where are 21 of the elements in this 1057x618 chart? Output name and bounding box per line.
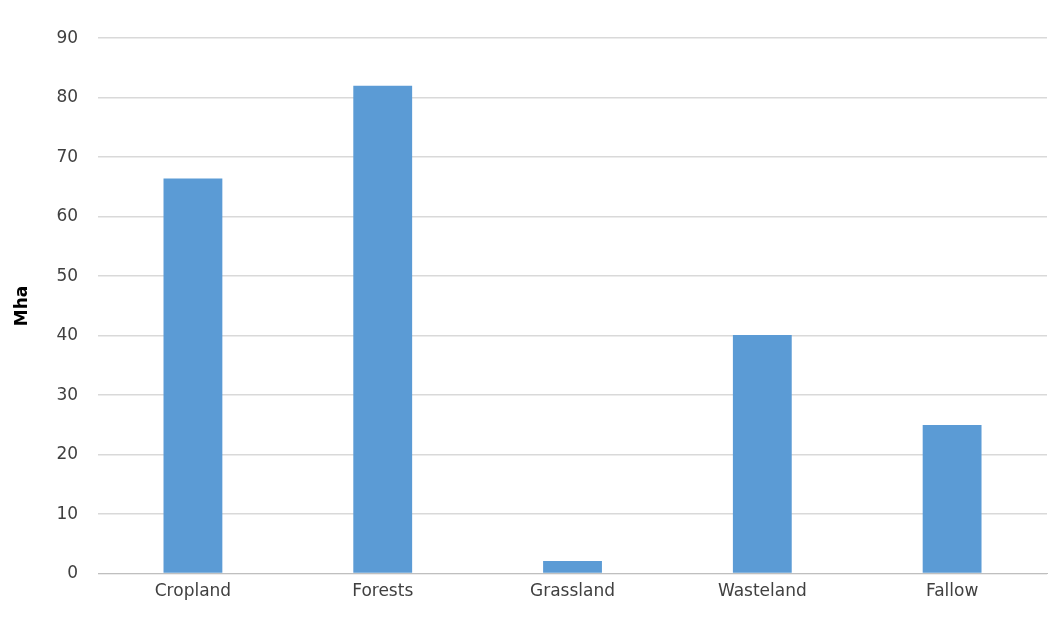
x-tick-label: Grassland [530, 580, 616, 601]
y-tick-label: 70 [56, 145, 79, 166]
bar [732, 335, 792, 573]
y-tick-label: 20 [56, 443, 79, 464]
y-tick-label: 80 [56, 86, 79, 107]
y-tick-label: 40 [56, 324, 79, 345]
bar [922, 424, 982, 573]
bar [543, 561, 602, 573]
bar [353, 85, 413, 573]
x-tick-label: Forests [352, 580, 414, 601]
y-tick-label: 50 [56, 264, 79, 285]
y-tick-label: 10 [56, 502, 79, 523]
y-tick-label: 60 [56, 205, 79, 226]
x-tick-label: Wasteland [717, 580, 807, 601]
x-tick-label: Cropland [154, 580, 232, 601]
x-tick-label: Fallow [925, 580, 979, 601]
y-tick-label: 90 [56, 26, 79, 47]
y-tick-label: 0 [67, 562, 79, 583]
y-tick-label: 30 [56, 383, 79, 404]
y-axis-title: Mha [10, 285, 31, 327]
bar [163, 178, 223, 573]
